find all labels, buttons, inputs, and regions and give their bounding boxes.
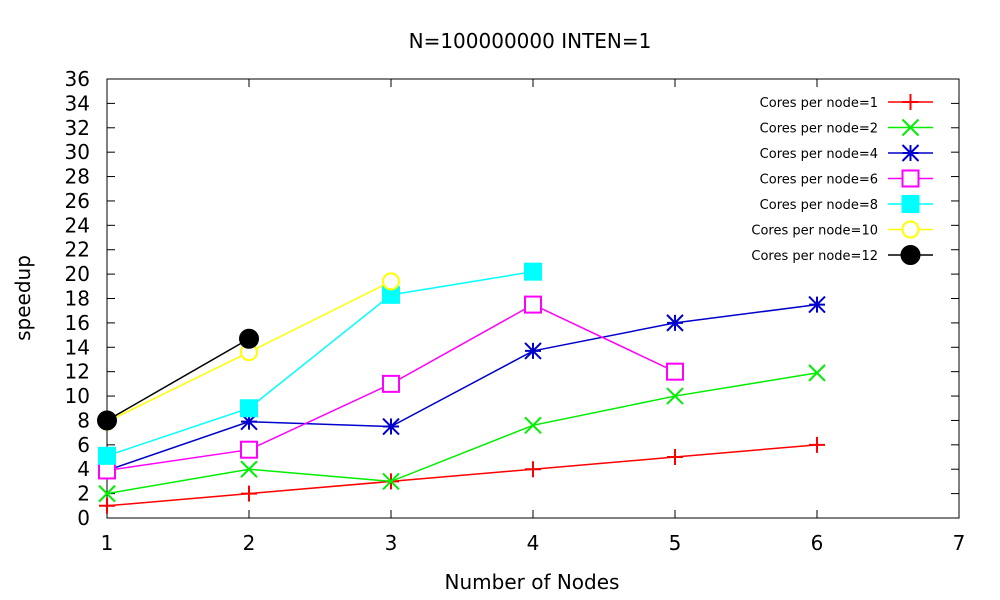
y-tick-label: 8 bbox=[77, 408, 90, 432]
y-tick-label: 24 bbox=[65, 213, 90, 237]
series-2 bbox=[98, 364, 826, 503]
legend-marker bbox=[901, 169, 920, 188]
data-point bbox=[524, 416, 542, 435]
x-tick-label: 7 bbox=[953, 531, 966, 555]
x-tick-label: 2 bbox=[243, 531, 256, 555]
y-tick-label: 16 bbox=[65, 311, 90, 335]
y-tick-label: 26 bbox=[65, 189, 90, 213]
x-axis: 1 2 3 4 5 6 7 bbox=[101, 79, 966, 555]
legend-label: Cores per node=4 bbox=[760, 147, 878, 162]
legend-label: Cores per node=2 bbox=[760, 122, 878, 137]
legend-marker bbox=[900, 245, 921, 265]
legend-label: Cores per node=8 bbox=[760, 198, 878, 213]
y-tick-label: 4 bbox=[77, 457, 90, 481]
series-4 bbox=[98, 295, 684, 480]
data-point bbox=[666, 387, 684, 405]
y-tick-label: 12 bbox=[65, 360, 90, 384]
data-point bbox=[667, 449, 683, 466]
data-point bbox=[98, 484, 116, 503]
legend-marker bbox=[901, 118, 920, 137]
y-tick-label: 0 bbox=[77, 506, 90, 530]
data-point bbox=[666, 314, 684, 332]
legend-item: Cores per node=2 bbox=[760, 118, 933, 137]
legend-marker bbox=[901, 220, 920, 239]
y-tick-label: 28 bbox=[65, 165, 90, 189]
data-point bbox=[240, 460, 258, 478]
x-tick-label: 3 bbox=[385, 531, 398, 555]
y-tick-label: 6 bbox=[77, 433, 90, 457]
data-point bbox=[240, 399, 258, 418]
legend-item: Cores per node=8 bbox=[760, 195, 933, 213]
series-line bbox=[106, 270, 534, 457]
legend-label: Cores per node=1 bbox=[760, 96, 878, 111]
x-tick-label: 6 bbox=[811, 531, 824, 555]
data-point bbox=[239, 328, 259, 349]
x-tick-label: 4 bbox=[527, 531, 540, 555]
data-point bbox=[524, 342, 542, 360]
y-tick-label: 32 bbox=[65, 116, 90, 140]
y-tick-label: 30 bbox=[65, 140, 90, 164]
legend-label: Cores per node=10 bbox=[751, 224, 878, 239]
data-point bbox=[808, 364, 826, 382]
y-tick-label: 18 bbox=[65, 287, 90, 311]
series-line bbox=[106, 444, 818, 507]
y-tick-label: 22 bbox=[65, 238, 90, 262]
legend-marker bbox=[901, 195, 920, 213]
data-point bbox=[98, 446, 116, 465]
x-tick-label: 1 bbox=[101, 531, 114, 555]
series-3 bbox=[98, 295, 826, 480]
legend-item: Cores per node=12 bbox=[751, 245, 933, 265]
data-point bbox=[99, 497, 115, 514]
data-point bbox=[382, 417, 400, 436]
legend-item: Cores per node=6 bbox=[760, 169, 933, 188]
y-tick-label: 36 bbox=[65, 67, 90, 91]
chart-title: N=100000000 INTEN=1 bbox=[409, 29, 652, 53]
legend-item: Cores per node=4 bbox=[760, 144, 933, 162]
legend-label: Cores per node=12 bbox=[751, 249, 878, 264]
data-point bbox=[808, 295, 826, 314]
series-line bbox=[106, 338, 250, 422]
data-point bbox=[382, 374, 400, 393]
y-tick-label: 34 bbox=[65, 91, 90, 115]
legend-marker bbox=[902, 94, 919, 110]
data-point bbox=[98, 461, 116, 480]
data-point bbox=[524, 295, 542, 314]
y-tick-label: 20 bbox=[65, 262, 90, 286]
y-tick-label: 14 bbox=[65, 335, 90, 359]
x-tick-label: 5 bbox=[669, 531, 682, 555]
data-point bbox=[382, 472, 400, 491]
series-line bbox=[106, 303, 818, 472]
legend-item: Cores per node=1 bbox=[760, 94, 933, 111]
data-point bbox=[241, 485, 257, 502]
series-layer bbox=[97, 262, 826, 514]
legend-label: Cores per node=6 bbox=[760, 173, 878, 188]
data-point bbox=[97, 410, 117, 431]
legend: Cores per node=1 Cores per node=2 Cores pe… bbox=[751, 94, 933, 265]
series-7 bbox=[97, 328, 259, 431]
y-axis-label: speedup bbox=[11, 255, 35, 341]
series-line bbox=[106, 372, 818, 495]
series-5 bbox=[98, 262, 542, 465]
y-tick-label: 2 bbox=[77, 482, 90, 506]
legend-item: Cores per node=10 bbox=[751, 220, 933, 239]
y-tick-label: 10 bbox=[65, 384, 90, 408]
data-point bbox=[666, 362, 684, 381]
series-1 bbox=[99, 436, 825, 514]
data-point bbox=[524, 262, 542, 281]
data-point bbox=[525, 461, 541, 478]
data-point bbox=[240, 440, 258, 459]
data-point bbox=[240, 412, 258, 431]
data-point bbox=[809, 436, 825, 453]
x-axis-label: Number of Nodes bbox=[445, 570, 620, 594]
data-point bbox=[382, 272, 400, 291]
legend-marker bbox=[901, 144, 920, 162]
